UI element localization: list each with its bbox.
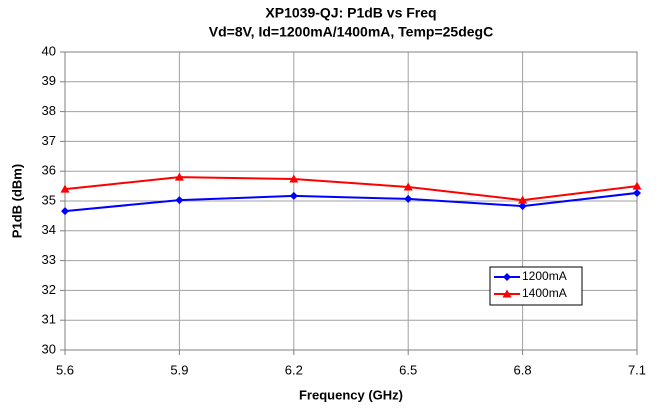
- chart-subtitle: Vd=8V, Id=1200mA/1400mA, Temp=25degC: [209, 24, 493, 40]
- legend-label: 1400mA: [522, 286, 567, 300]
- y-tick-label: 39: [42, 73, 56, 88]
- y-tick-label: 36: [42, 163, 56, 178]
- series-line: [64, 176, 638, 202]
- marker: [518, 195, 528, 204]
- marker: [502, 289, 512, 298]
- marker: [174, 172, 184, 181]
- marker: [404, 194, 413, 203]
- x-tick-label: 5.9: [170, 362, 188, 377]
- marker: [518, 202, 527, 211]
- y-tick-label: 34: [42, 222, 56, 237]
- marker: [633, 188, 641, 197]
- marker: [403, 182, 413, 191]
- marker: [503, 273, 511, 281]
- x-tick-label: 6.8: [514, 362, 532, 377]
- y-tick-label: 30: [42, 341, 56, 356]
- chart-title: XP1039-QJ: P1dB vs Freq: [265, 5, 436, 21]
- marker: [289, 174, 299, 183]
- y-tick-label: 33: [42, 252, 56, 267]
- y-tick-label: 37: [42, 133, 56, 148]
- x-tick-label: 5.6: [56, 362, 74, 377]
- y-tick-label: 32: [42, 282, 56, 297]
- y-tick-label: 40: [42, 43, 56, 58]
- marker: [632, 181, 642, 190]
- x-tick-label: 6.5: [399, 362, 417, 377]
- y-tick-label: 35: [42, 192, 56, 207]
- plot-frame: [64, 51, 638, 351]
- marker: [61, 207, 69, 216]
- y-axis-label: P1dB (dBm): [9, 164, 24, 238]
- x-tick-label: 7.1: [628, 362, 646, 377]
- marker: [60, 184, 70, 193]
- y-tick-label: 31: [42, 312, 56, 327]
- y-tick-label: 38: [42, 103, 56, 118]
- marker: [175, 196, 184, 205]
- x-tick-label: 6.2: [285, 362, 303, 377]
- x-axis-label: Frequency (GHz): [299, 387, 403, 402]
- marker: [289, 191, 298, 200]
- legend-label: 1200mA: [522, 269, 567, 283]
- legend-box: [489, 266, 583, 306]
- series-line: [64, 191, 638, 213]
